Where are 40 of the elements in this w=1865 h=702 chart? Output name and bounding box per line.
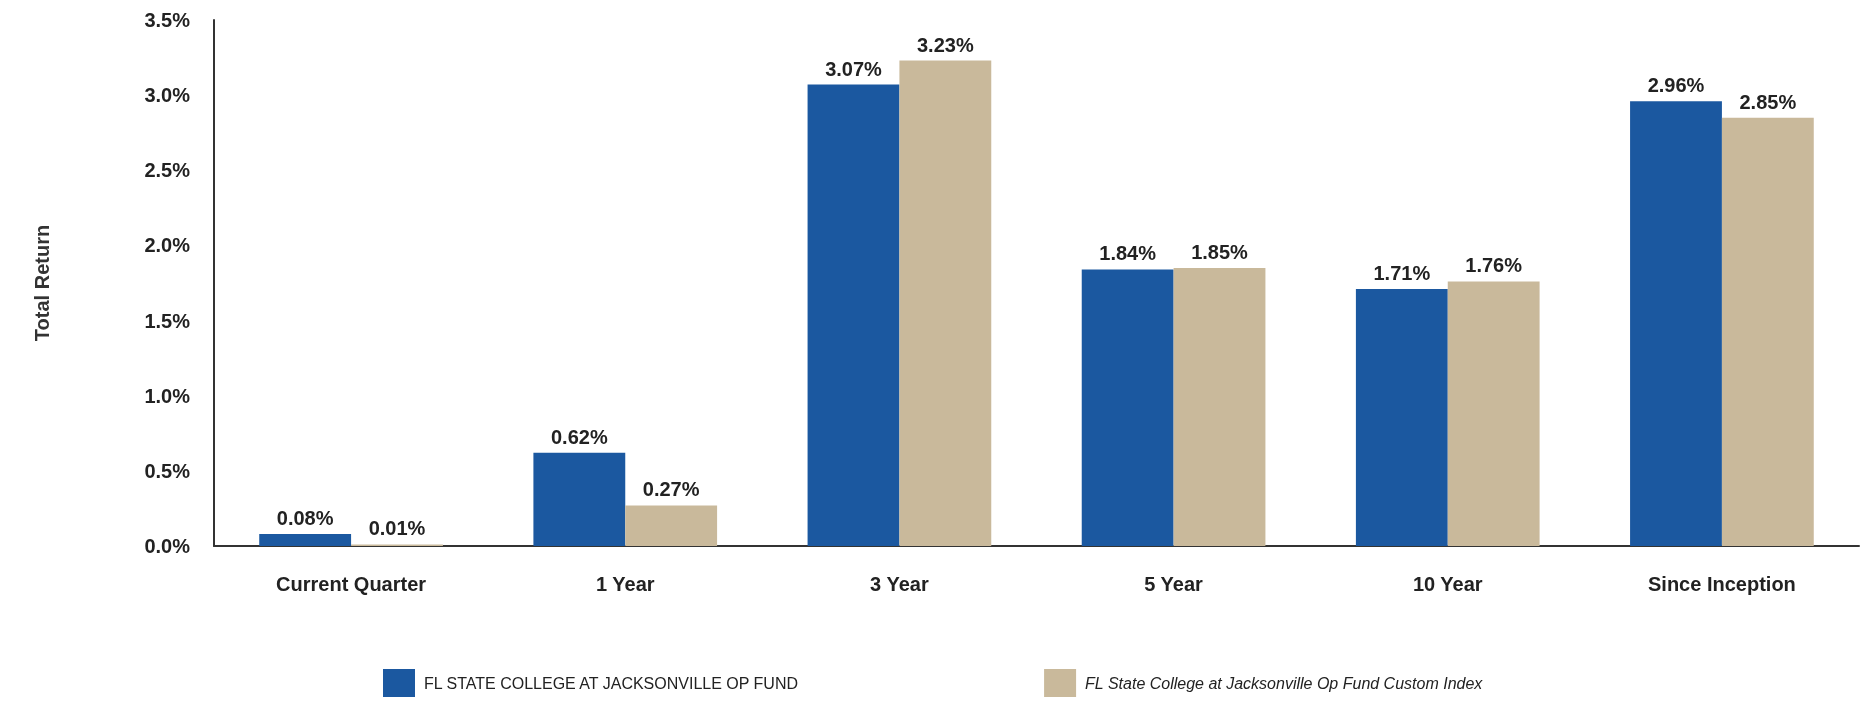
x-tick-label: Since Inception — [1648, 573, 1796, 595]
y-tick-label: 2.0% — [144, 234, 191, 257]
y-tick-label: 3.5% — [144, 9, 191, 31]
data-label: 1.71% — [1373, 262, 1431, 285]
y-tick-label: 1.5% — [144, 309, 191, 332]
x-tick-label: 5 Year — [1144, 573, 1204, 595]
x-tick-label: 10 Year — [1412, 573, 1483, 595]
y-tick-label: 2.5% — [144, 159, 191, 182]
data-label: 2.96% — [1647, 74, 1705, 97]
bar — [1721, 117, 1814, 546]
y-tick-label: 1.0% — [144, 384, 191, 407]
y-axis-title: Total Return — [31, 224, 53, 342]
data-label: 1.85% — [1191, 240, 1249, 263]
x-tick-label: 1 Year — [595, 573, 655, 595]
data-label: 0.62% — [550, 425, 608, 448]
data-label: 3.07% — [825, 57, 883, 80]
data-label: 3.23% — [916, 33, 974, 56]
data-label: 0.08% — [276, 506, 334, 529]
x-tick-label: Current Quarter — [276, 573, 427, 595]
bar — [899, 60, 992, 546]
data-label: 0.01% — [368, 517, 426, 540]
bar — [625, 505, 718, 546]
bar — [533, 452, 626, 546]
data-label: 2.85% — [1739, 90, 1797, 113]
data-label: 1.76% — [1465, 254, 1523, 277]
bar — [1447, 281, 1540, 546]
bar — [1173, 267, 1266, 546]
y-tick-label: 3.0% — [144, 84, 191, 107]
legend-label: FL STATE COLLEGE AT JACKSONVILLE OP FUND — [424, 674, 799, 692]
data-label: 0.27% — [642, 478, 700, 501]
bar — [1355, 289, 1448, 546]
y-tick-label: 0.5% — [144, 459, 191, 482]
bar — [1081, 269, 1174, 546]
bar — [259, 533, 352, 546]
data-label: 1.84% — [1099, 242, 1157, 265]
bar — [807, 84, 900, 546]
y-tick-label: 0.0% — [144, 535, 191, 557]
x-tick-label: 3 Year — [870, 573, 929, 595]
bar — [1630, 101, 1722, 546]
legend-label: FL State College at Jacksonville Op Fund Custom Index — [1085, 674, 1484, 692]
